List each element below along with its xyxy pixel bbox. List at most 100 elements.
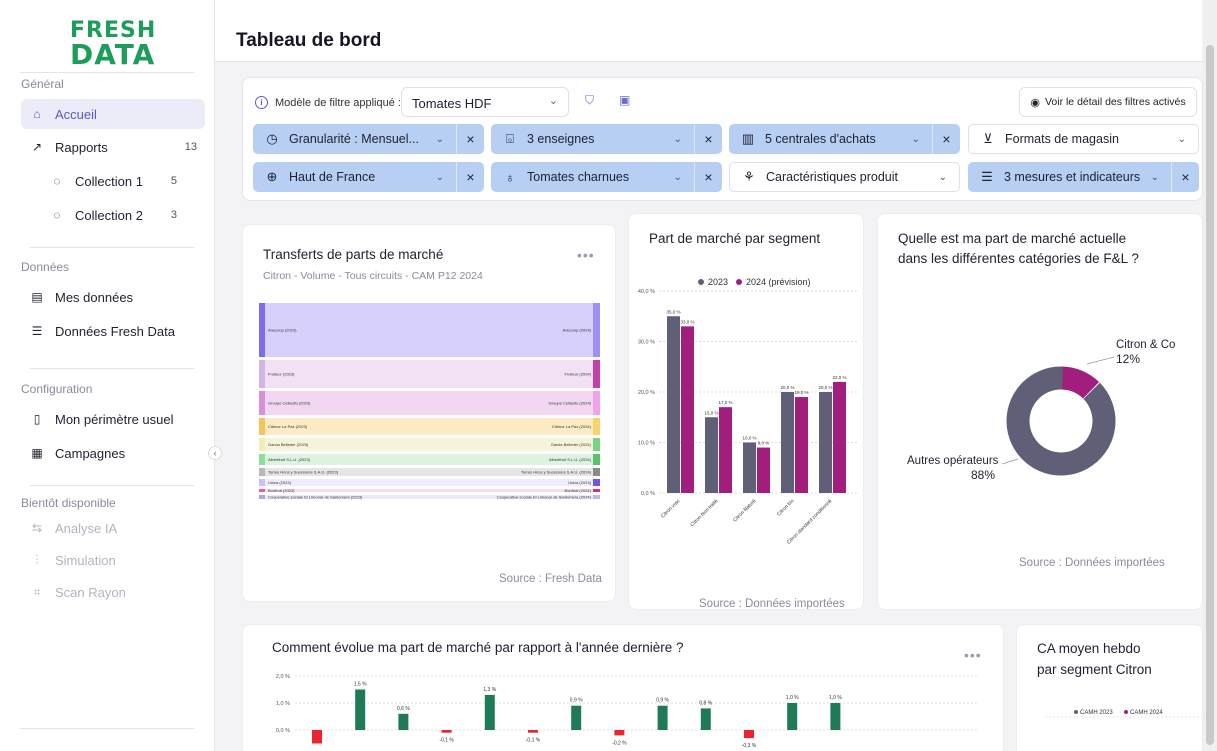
sankey-node-right bbox=[593, 479, 600, 486]
sankey-node-left bbox=[259, 438, 265, 451]
sidebar-item-collection1[interactable]: ◌ Collection 1 5 bbox=[45, 166, 195, 196]
home-icon: ⌂ bbox=[33, 107, 41, 121]
scrollbar[interactable] bbox=[1203, 0, 1217, 751]
ca-mini-chart: CAMH 2023 CAMH 2024 bbox=[1045, 710, 1202, 718]
sidebar-item-label: Accueil bbox=[55, 106, 97, 122]
sankey-node-right bbox=[593, 391, 600, 415]
filter-chip-produit[interactable]: ♁ Tomates charnues ⌄ × bbox=[491, 162, 722, 192]
sidebar-item-label: Mon périmètre usuel bbox=[55, 411, 174, 427]
close-icon[interactable]: × bbox=[456, 124, 484, 154]
bar-value-label: -0,1 % bbox=[439, 738, 454, 744]
sankey-left-label: Torres Hnos y Sucesores S.A.U. (2023) bbox=[268, 470, 339, 475]
chevron-down-icon: ⌄ bbox=[1150, 171, 1159, 183]
sidebar-item-label: Données Fresh Data bbox=[55, 323, 175, 339]
filter-chip-region[interactable]: ⊕ Haut de France ⌄ × bbox=[253, 162, 484, 192]
sankey-chart: Anecoop (2023) Anecoop (2024) Fruiteur (20… bbox=[259, 303, 600, 500]
card-donut: Quelle est ma part de marché actuelle da… bbox=[877, 213, 1203, 610]
chart-line-icon: ↗ bbox=[31, 140, 43, 154]
info-icon: i bbox=[255, 96, 268, 109]
close-icon[interactable]: × bbox=[1171, 162, 1199, 192]
sankey-left-label: Citrinor La Paz (2023) bbox=[268, 424, 308, 429]
bar-value-label: -0,1 % bbox=[526, 738, 541, 744]
basket-icon: ⌺ bbox=[506, 131, 514, 146]
evolution-bar bbox=[312, 730, 322, 744]
sidebar-item-accueil[interactable]: ⌂ Accueil bbox=[21, 99, 205, 129]
more-icon[interactable]: ••• bbox=[577, 247, 595, 263]
donut-slice-citron bbox=[1060, 366, 1100, 399]
bar-2024 bbox=[681, 326, 694, 493]
filter-chip-granularite[interactable]: ◷ Granularité : Mensuel... ⌄ × bbox=[253, 124, 484, 154]
sankey-node-right bbox=[593, 303, 600, 357]
sankey-flow bbox=[265, 438, 593, 451]
collapse-sidebar-button[interactable]: ‹ bbox=[208, 446, 222, 460]
sidebar-item-perimetre[interactable]: ▯ Mon périmètre usuel bbox=[21, 404, 205, 434]
filter-icon[interactable]: ⛉ bbox=[585, 93, 595, 107]
card-segment: Part de marché par segment 2023 2024 (pré… bbox=[628, 213, 864, 610]
bar-value-label: 35,0 % bbox=[666, 309, 680, 314]
evolution-bar bbox=[614, 730, 625, 736]
filter-model-select[interactable]: Tomates HDF ⌄ bbox=[401, 87, 569, 117]
section-bientot: Bientôt disponible bbox=[21, 496, 116, 510]
database-icon: ☰ bbox=[31, 324, 43, 338]
sidebar-item-donnees-fresh-data[interactable]: ☰ Données Fresh Data bbox=[21, 316, 205, 346]
save-icon[interactable]: ▣ bbox=[619, 93, 631, 107]
sidebar-item-collection2[interactable]: ◌ Collection 2 3 bbox=[45, 200, 195, 230]
show-filter-details-button[interactable]: ◉ Voir le détail des filtres activés bbox=[1019, 87, 1197, 117]
evolution-bar bbox=[657, 705, 668, 730]
sankey-flow bbox=[265, 489, 593, 492]
card-title: Part de marché par segment bbox=[649, 231, 821, 246]
chevron-down-icon: ⌄ bbox=[435, 171, 444, 183]
y-tick-label: 0,0 % bbox=[641, 491, 655, 497]
sankey-right-label: Bonfruit (2024) bbox=[565, 488, 592, 493]
filter-chip-centrales[interactable]: ▥ 5 centrales d'achats ⌄ × bbox=[729, 124, 960, 154]
close-icon[interactable]: × bbox=[694, 162, 722, 192]
donut-slice-autres bbox=[1006, 366, 1116, 476]
chevron-down-icon: ⌄ bbox=[673, 171, 682, 183]
filter-chip-mesures[interactable]: ☰ 3 mesures et indicateurs ⌄ × bbox=[968, 162, 1199, 192]
fresh-data-logo[interactable]: FRESH DATA bbox=[70, 18, 160, 71]
card-evolution: Comment évolue ma part de marché par rap… bbox=[242, 624, 1004, 751]
filter-chip-enseignes[interactable]: ⌺ 3 enseignes ⌄ × bbox=[491, 124, 722, 154]
sankey-left-label: Bonfruit (2023) bbox=[268, 488, 295, 493]
more-icon[interactable]: ••• bbox=[964, 647, 982, 663]
chip-label: Tomates charnues bbox=[527, 170, 630, 184]
scrollbar-thumb[interactable] bbox=[1206, 45, 1214, 745]
y-tick-label: 1,0 % bbox=[276, 701, 290, 707]
chip-label: 3 mesures et indicateurs bbox=[1004, 170, 1141, 184]
sankey-node-right bbox=[593, 418, 600, 435]
filter-chip-formats[interactable]: ⊻ Formats de magasin ⌄ bbox=[968, 124, 1199, 154]
chevron-down-icon: ⌄ bbox=[548, 95, 558, 107]
close-icon[interactable]: × bbox=[694, 124, 722, 154]
sankey-flow bbox=[265, 391, 593, 415]
sidebar-item-mes-donnees[interactable]: ▤ Mes données bbox=[21, 282, 205, 312]
dashed-circle-icon: ◌ bbox=[53, 208, 61, 222]
chip-label: 3 enseignes bbox=[527, 132, 595, 146]
legend-label-2024: CAMH 2024 bbox=[1130, 710, 1163, 716]
close-icon[interactable]: × bbox=[932, 124, 960, 154]
chip-label: Haut de France bbox=[289, 170, 376, 184]
chip-label: Caractéristiques produit bbox=[766, 170, 899, 184]
close-icon[interactable]: × bbox=[456, 162, 484, 192]
sankey-node-right bbox=[593, 468, 600, 476]
y-tick-label: 0,0 % bbox=[276, 728, 290, 734]
sankey-node-left bbox=[259, 418, 265, 435]
divider bbox=[30, 485, 194, 486]
sidebar-item-campagnes[interactable]: ▦ Campagnes bbox=[21, 438, 205, 468]
x-tick-label: Citron standard conditionné bbox=[786, 498, 834, 546]
sprout-icon: ⚘ bbox=[743, 169, 755, 184]
sidebar-item-rapports[interactable]: ↗ Rapports 13 bbox=[21, 132, 205, 162]
legend-dot-2024 bbox=[736, 279, 742, 285]
evolution-bar bbox=[484, 694, 495, 730]
y-tick-label: 30,0 % bbox=[638, 340, 655, 346]
y-tick-label: 2,0 % bbox=[276, 674, 290, 680]
chevron-down-icon: ⌄ bbox=[938, 171, 947, 183]
sankey-node-left bbox=[259, 391, 265, 415]
card-subtitle: Citron - Volume - Tous circuits - CAM P1… bbox=[263, 270, 483, 282]
sankey-flow bbox=[265, 468, 593, 476]
legend-label-2024: 2024 (prévision) bbox=[746, 277, 811, 287]
evolution-bar bbox=[830, 703, 841, 730]
legend-label-2023: 2023 bbox=[708, 277, 728, 287]
filter-chip-caracteristiques[interactable]: ⚘ Caractéristiques produit ⌄ bbox=[729, 162, 960, 192]
bar-value-label: 20,0 % bbox=[780, 385, 794, 390]
